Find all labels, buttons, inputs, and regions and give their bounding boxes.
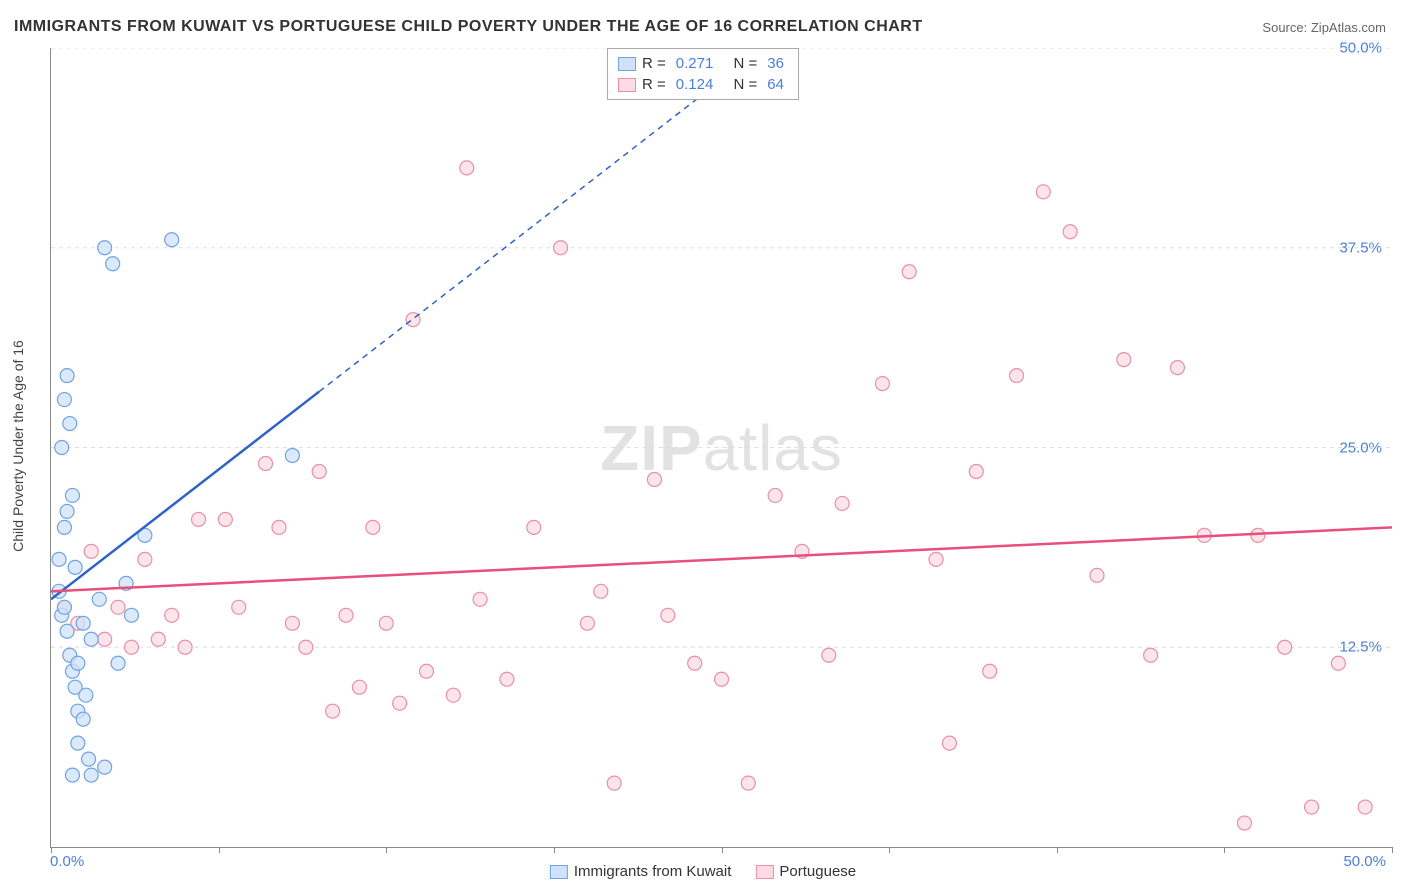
n-value-portuguese: 64	[767, 76, 784, 93]
legend-label-portuguese: Portuguese	[779, 863, 856, 880]
r-label: R =	[642, 55, 666, 72]
stats-legend: R = 0.271 N = 36 R = 0.124 N = 64	[607, 48, 799, 100]
source-value: ZipAtlas.com	[1311, 20, 1386, 35]
x-tick-mark	[1392, 847, 1393, 853]
source-attribution: Source: ZipAtlas.com	[1262, 20, 1386, 35]
x-tick-mark	[1057, 847, 1058, 853]
r-value-kuwait: 0.271	[676, 55, 714, 72]
swatch-kuwait	[550, 865, 568, 879]
swatch-portuguese	[618, 78, 636, 92]
x-tick-mark	[722, 847, 723, 853]
n-label: N =	[734, 76, 758, 93]
r-label: R =	[642, 76, 666, 93]
swatch-kuwait	[618, 57, 636, 71]
swatch-portuguese	[755, 865, 773, 879]
x-tick-min: 0.0%	[50, 853, 84, 870]
series-legend: Immigrants from Kuwait Portuguese	[550, 863, 856, 880]
x-tick-mark	[554, 847, 555, 853]
x-tick-mark	[889, 847, 890, 853]
legend-label-kuwait: Immigrants from Kuwait	[574, 863, 732, 880]
x-tick-mark	[386, 847, 387, 853]
x-tick-mark	[1224, 847, 1225, 853]
stats-legend-row-kuwait: R = 0.271 N = 36	[618, 53, 788, 74]
y-axis-label: Child Poverty Under the Age of 16	[10, 340, 26, 552]
x-tick-max: 50.0%	[1343, 853, 1386, 870]
legend-item-kuwait: Immigrants from Kuwait	[550, 863, 732, 880]
chart-title: IMMIGRANTS FROM KUWAIT VS PORTUGUESE CHI…	[14, 18, 923, 36]
legend-item-portuguese: Portuguese	[755, 863, 856, 880]
stats-legend-row-portuguese: R = 0.124 N = 64	[618, 74, 788, 95]
r-value-portuguese: 0.124	[676, 76, 714, 93]
n-label: N =	[734, 55, 758, 72]
source-label: Source:	[1262, 20, 1307, 35]
chart-plot-area: ZIPatlas 12.5%25.0%37.5%50.0%	[50, 48, 1392, 848]
x-tick-mark	[219, 847, 220, 853]
scatter-svg	[51, 48, 1392, 847]
n-value-kuwait: 36	[767, 55, 784, 72]
